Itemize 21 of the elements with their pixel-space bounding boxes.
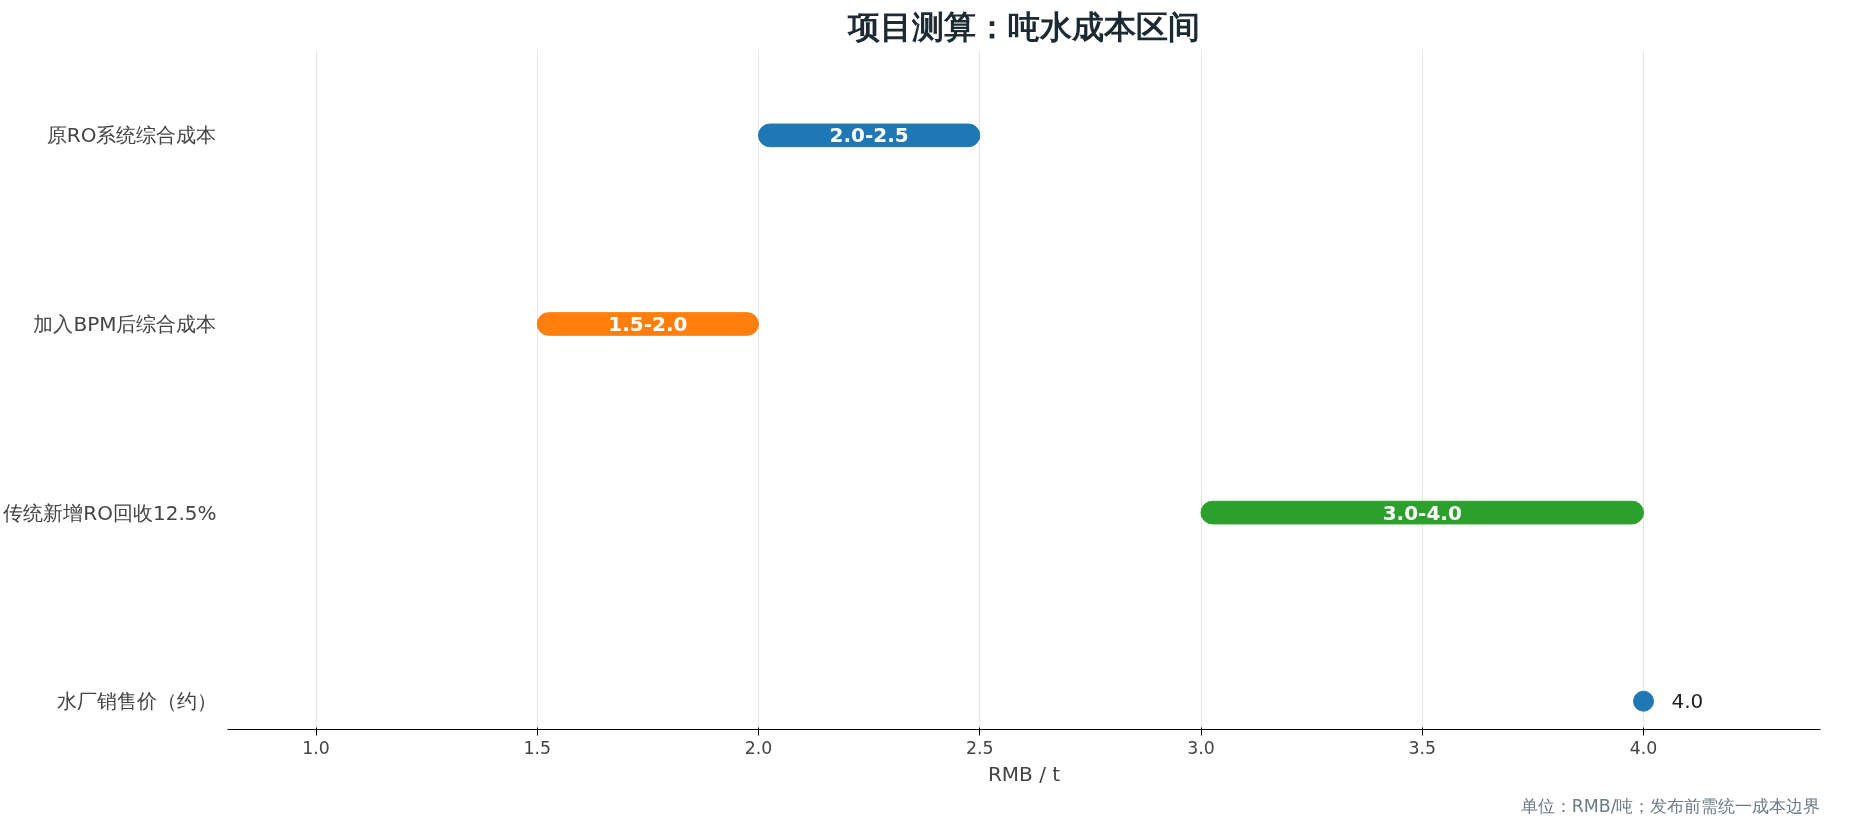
- data-label: 3.0-4.0: [1382, 500, 1462, 525]
- bar: [758, 123, 981, 148]
- y-tick-label: 水厂销售价（约）: [56, 689, 217, 714]
- x-tick-label: 2.5: [965, 737, 994, 758]
- y-tick-label: 加入BPM后综合成本: [33, 311, 217, 336]
- text: 单位：RMB/吨；发布前需统一成本边界: [1520, 795, 1821, 816]
- x-axis-title: RMB / t: [987, 761, 1061, 786]
- data-label: 2.0-2.5: [829, 123, 909, 148]
- y-tick-label: 传统新增RO回收12.5%: [3, 500, 217, 525]
- bar: [1200, 500, 1644, 525]
- bar: [536, 312, 759, 336]
- y-tick-label: 原RO系统综合成本: [46, 123, 217, 148]
- x-tick-label: 2.0: [744, 737, 773, 758]
- x-tick-label: 1.5: [523, 737, 552, 758]
- x-tick-label: 3.0: [1187, 737, 1215, 758]
- x-tick-label: 3.5: [1408, 737, 1437, 758]
- x-tick-label: 1.0: [302, 737, 330, 758]
- chart-title: 项目测算：吨水成本区间: [847, 7, 1200, 46]
- x-tick-label: 4.0: [1629, 737, 1658, 758]
- data-label: 4.0: [1671, 689, 1704, 714]
- data-label: 1.5-2.0: [608, 311, 688, 336]
